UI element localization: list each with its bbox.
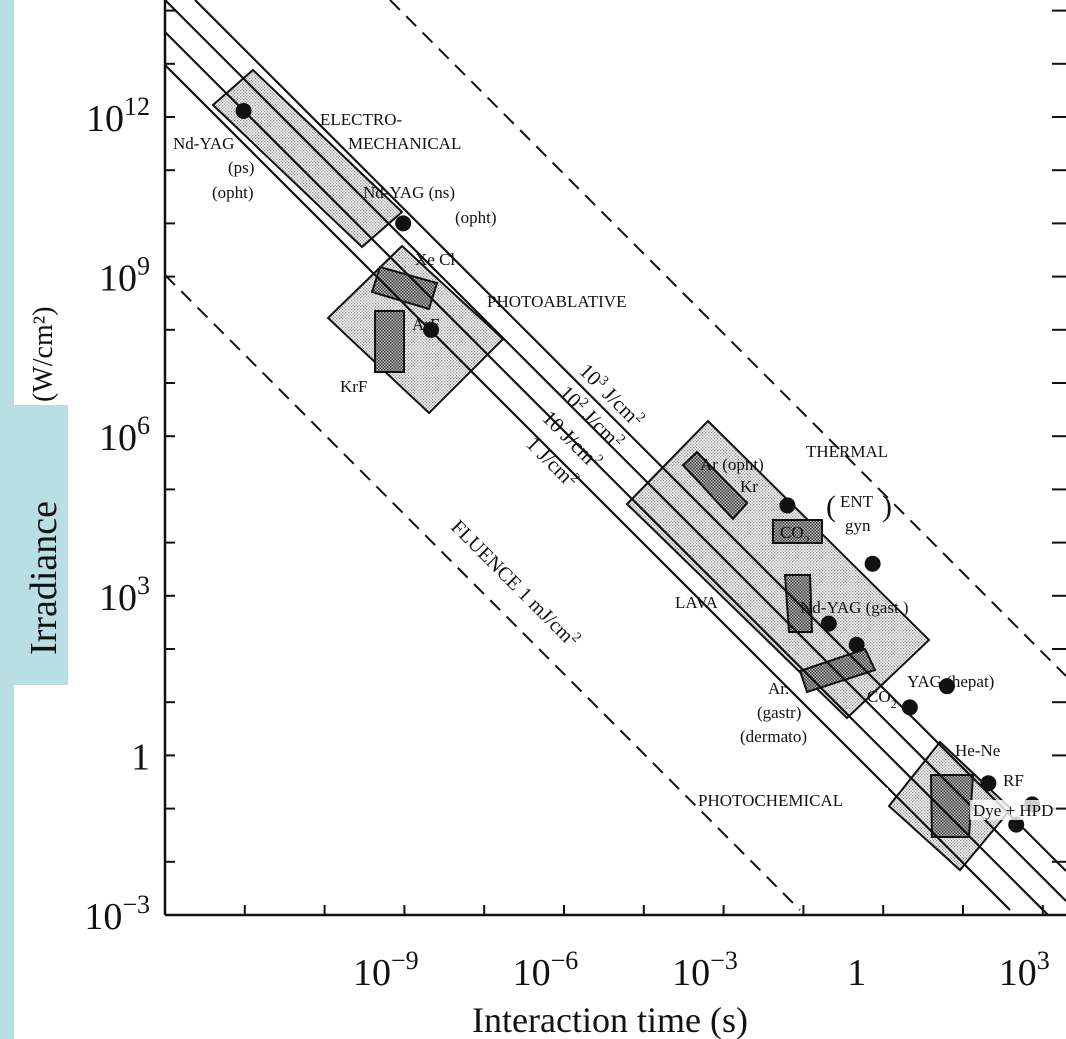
label-photoablative: PHOTOABLATIVE bbox=[487, 292, 626, 311]
x-tick-label: 10−9 bbox=[353, 946, 419, 994]
region-labels: ELECTRO- MECHANICAL PHOTOABLATIVE THERMA… bbox=[320, 110, 888, 810]
y-tick-label: 106 bbox=[99, 411, 150, 459]
y-axis-label-background bbox=[14, 405, 68, 685]
fluence-line-1000J bbox=[194, 0, 1066, 872]
thermal-box bbox=[625, 419, 931, 720]
x-tick-label: 1 bbox=[847, 952, 866, 994]
data-point bbox=[864, 555, 881, 572]
left-accent-strip bbox=[0, 0, 14, 1039]
label-ar-opht: Ar (opht) bbox=[700, 455, 764, 474]
x-axis-label: Interaction time (s) bbox=[472, 1000, 748, 1039]
label-rf: RF bbox=[1003, 771, 1024, 790]
data-point bbox=[779, 497, 796, 514]
y-axis-unit-group: (W/cm²) bbox=[28, 307, 59, 402]
ndyag-box bbox=[211, 68, 404, 249]
photochemical-label-bg bbox=[696, 788, 888, 810]
axis-ticks bbox=[164, 9, 1066, 916]
label-ar-gastr-2: (gastr) bbox=[757, 703, 801, 722]
label-ndyag-ps-2: (ps) bbox=[228, 158, 254, 177]
label-ndyag-ps-3: (opht) bbox=[212, 183, 254, 202]
x-tick-label: 10−6 bbox=[513, 946, 579, 994]
y-axis-label: Irradiance bbox=[23, 501, 65, 655]
x-tick-label: 10−3 bbox=[672, 946, 738, 994]
y-tick-label: 1012 bbox=[86, 92, 150, 140]
label-gyn: gyn bbox=[845, 516, 871, 535]
data-point bbox=[423, 321, 439, 338]
data-point bbox=[980, 775, 997, 792]
data-point bbox=[848, 636, 865, 653]
fluence-lines bbox=[165, 0, 1066, 915]
label-arf: ArF bbox=[412, 315, 439, 334]
label-ent-paren-right: ) bbox=[882, 490, 892, 523]
fluence-line-1mJ bbox=[165, 274, 801, 911]
y-tick-label: 103 bbox=[99, 571, 150, 619]
co2-ent-box bbox=[772, 519, 823, 544]
fluence-line-10J bbox=[165, 31, 1050, 915]
dye-box bbox=[929, 774, 975, 838]
label-hene: He-Ne bbox=[955, 741, 1000, 760]
xecl-box bbox=[370, 265, 439, 311]
label-ent-paren-left: ( bbox=[826, 490, 836, 523]
y-axis-unit: (W/cm²) bbox=[28, 307, 59, 402]
y-tick-label: 109 bbox=[99, 252, 150, 300]
label-krf: KrF bbox=[340, 377, 367, 396]
fluence-line-100J bbox=[165, 0, 1066, 902]
point-labels: Nd-YAG (ps) (opht) Nd-YAG (ns) (opht) Xe… bbox=[173, 134, 1056, 820]
fluence-line-1J bbox=[165, 64, 1011, 911]
label-electro1: ELECTRO- bbox=[320, 110, 402, 129]
label-kr: Kr bbox=[740, 477, 758, 496]
label-xecl: Xe Cl bbox=[415, 250, 455, 269]
tick-labels: 10−9 10−6 10−3 1 103 1012 109 106 103 1 10−3 bbox=[84, 92, 1049, 994]
fluence-labels: 103 J/cm2 102 J/cm2 10 J/cm2 1 J/cm2 FLU… bbox=[446, 359, 647, 652]
data-point bbox=[235, 102, 252, 119]
y-tick-label: 10−3 bbox=[84, 890, 150, 938]
label-yag-hepat: YAG (hepat) bbox=[907, 672, 994, 691]
label-ent: ENT bbox=[840, 492, 874, 511]
label-co2-box: CO2 bbox=[780, 523, 810, 547]
label-ndyag-ps-1: Nd-YAG bbox=[173, 134, 234, 153]
label-fluence-1mJ: FLUENCE 1 mJ/cm2 bbox=[446, 515, 583, 652]
label-ndyag-ns-2: (opht) bbox=[455, 208, 497, 227]
axes-frame bbox=[163, 0, 1066, 917]
data-point bbox=[901, 699, 918, 716]
label-ar-gastr-3: (dermato) bbox=[740, 727, 807, 746]
data-point bbox=[820, 615, 837, 632]
label-photochemical: PHOTOCHEMICAL bbox=[698, 791, 843, 810]
label-thermal: THERMAL bbox=[806, 442, 888, 461]
label-dye: Dye + HPD bbox=[973, 801, 1053, 820]
y-tick-label: 1 bbox=[131, 736, 150, 778]
data-point bbox=[1008, 816, 1025, 833]
data-point bbox=[395, 215, 412, 232]
label-electro2: MECHANICAL bbox=[348, 134, 461, 153]
dye-label-bg bbox=[970, 800, 1056, 820]
ar-kr-box bbox=[681, 450, 749, 521]
data-point bbox=[938, 678, 955, 695]
y-axis-label-group: Irradiance bbox=[23, 501, 65, 655]
krf-box bbox=[374, 310, 405, 373]
label-ndyag-gast: Nd-YAG (gast.) bbox=[800, 598, 909, 617]
label-ar-gastr-1: Ar. bbox=[768, 679, 789, 698]
label-lava: LAVA bbox=[675, 593, 719, 612]
label-ndyag-ns-1: Nd-YAG (ns) bbox=[363, 183, 455, 202]
region-boxes bbox=[211, 68, 1013, 872]
x-tick-label: 103 bbox=[999, 946, 1050, 994]
label-co2: CO2 bbox=[867, 687, 897, 711]
